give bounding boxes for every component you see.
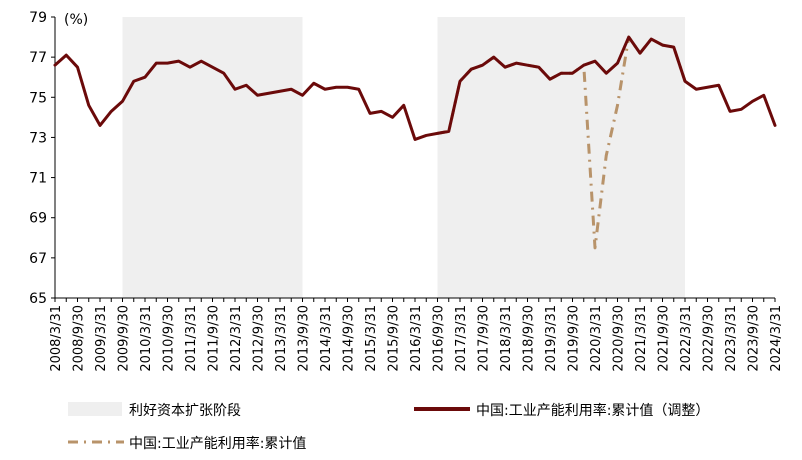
series-layer — [53, 35, 777, 250]
y-tick-label: 77 — [29, 50, 47, 66]
y-tick-label: 79 — [29, 10, 47, 26]
x-tick-label: 2016/3/31 — [409, 305, 424, 372]
x-tick-label: 2012/9/30 — [252, 305, 267, 372]
x-tick-label: 2022/9/30 — [702, 305, 717, 372]
x-tick-label: 2012/3/31 — [229, 305, 244, 372]
y-tick-label: 73 — [29, 130, 47, 146]
y-tick-label: 75 — [29, 90, 47, 106]
legend-shade-label: 利好资本扩张阶段 — [129, 403, 241, 419]
x-tick-label: 2009/9/30 — [117, 305, 132, 372]
y-tick-label: 67 — [29, 251, 47, 267]
y-unit-label: (%) — [64, 12, 88, 28]
x-tick-label: 2015/9/30 — [387, 305, 402, 372]
x-tick-label: 2024/3/31 — [769, 305, 784, 372]
x-tick-label: 2020/3/31 — [589, 305, 604, 372]
x-tick-label: 2008/3/31 — [49, 305, 64, 372]
x-tick-label: 2022/3/31 — [679, 305, 694, 372]
y-tick-label: 71 — [29, 171, 47, 187]
x-tick-label: 2010/3/31 — [139, 305, 154, 372]
legend-shade-swatch — [68, 402, 122, 416]
x-tick-label: 2014/3/31 — [319, 305, 334, 372]
legend-series-2-label: 中国:工业产能利用率:累计值 — [129, 435, 306, 452]
x-tick-label: 2017/9/30 — [477, 305, 492, 372]
x-tick-label: 2013/9/30 — [297, 305, 312, 372]
x-tick-label: 2018/3/31 — [499, 305, 514, 372]
y-tick-label: 69 — [29, 211, 47, 227]
y-ticks: 65 67 69 71 73 75 77 79 — [29, 10, 55, 307]
x-tick-label: 2016/9/30 — [432, 305, 447, 372]
shaded-region-2 — [437, 17, 685, 298]
x-tick-label: 2021/3/31 — [634, 305, 649, 372]
legend-series-1-label: 中国:工业产能利用率:累计值（调整） — [476, 402, 709, 419]
shaded-region-1 — [122, 17, 303, 298]
x-tick-label: 2019/3/31 — [544, 305, 559, 372]
x-ticks: 2008/3/31 2008/9/30 2009/3/31 2009/9/30 2010… — [49, 298, 784, 372]
x-tick-label: 2008/9/30 — [72, 305, 87, 372]
x-tick-label: 2010/9/30 — [162, 305, 177, 372]
legend: 利好资本扩张阶段 中国:工业产能利用率:累计值（调整） 中国:工业产能利用率:累… — [68, 402, 709, 452]
x-tick-label: 2019/9/30 — [567, 305, 582, 372]
x-tick-label: 2015/3/31 — [364, 305, 379, 372]
x-tick-label: 2017/3/31 — [454, 305, 469, 372]
x-tick-label: 2020/9/30 — [612, 305, 627, 372]
x-tick-label: 2023/3/31 — [724, 305, 739, 372]
shaded-regions — [122, 17, 685, 298]
x-tick-label: 2011/9/30 — [207, 305, 222, 372]
y-tick-label: 65 — [29, 291, 47, 307]
x-tick-label: 2009/3/31 — [94, 305, 109, 372]
x-tick-label: 2013/3/31 — [274, 305, 289, 372]
x-tick-label: 2021/9/30 — [657, 305, 672, 372]
series-line-1 — [53, 35, 777, 141]
x-tick-label: 2018/9/30 — [522, 305, 537, 372]
x-tick-label: 2011/3/31 — [184, 305, 199, 372]
x-tick-label: 2014/9/30 — [342, 305, 357, 372]
x-tick-label: 2023/9/30 — [747, 305, 762, 372]
